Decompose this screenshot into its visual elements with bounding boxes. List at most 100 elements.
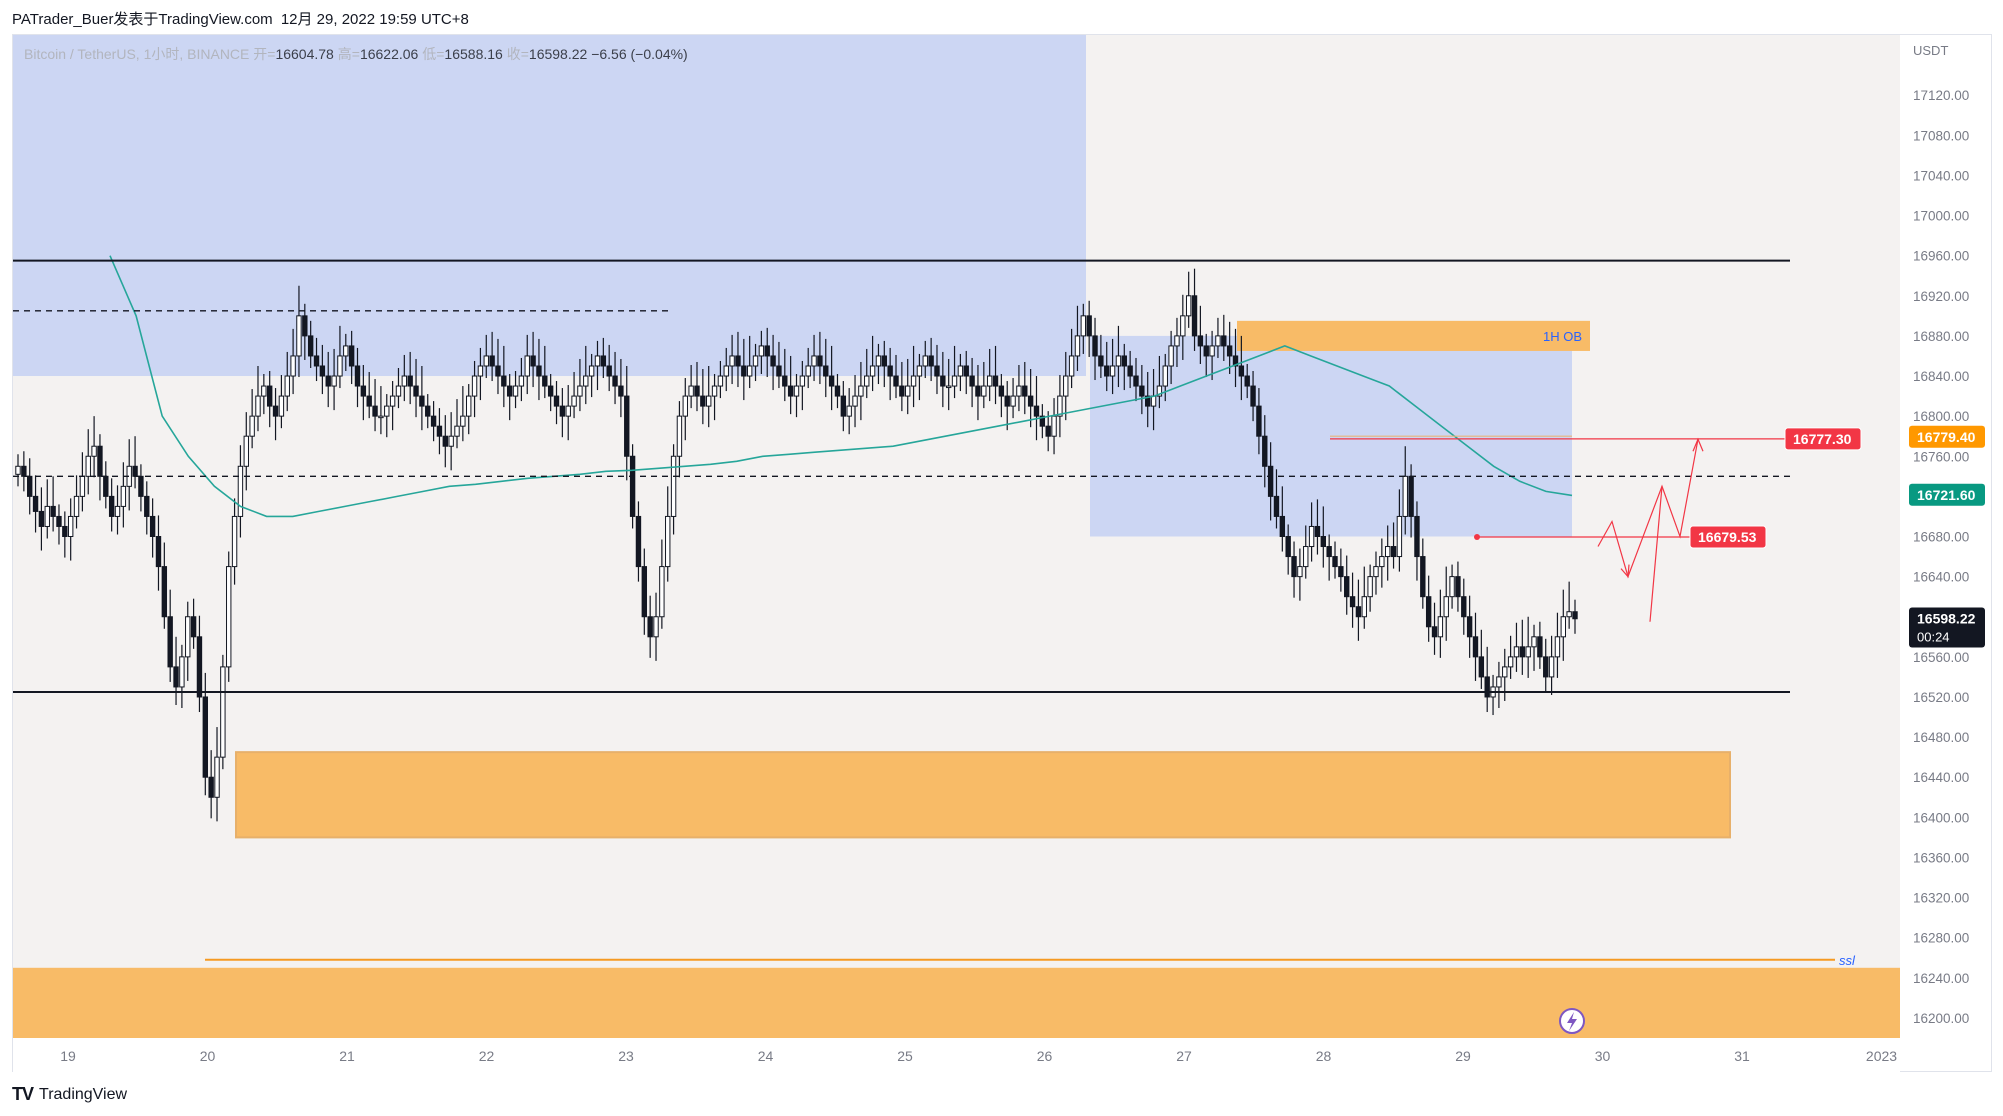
candle-body [1384,546,1391,558]
mid-point [1474,533,1480,540]
y-tick-label: 17080.00 [1913,128,1969,143]
x-tick-label: 25 [897,1048,913,1064]
candle-body [741,365,747,377]
candle-body [173,666,179,688]
candle-body [1045,425,1051,437]
candle-body [846,405,852,417]
candle-body [138,475,144,497]
candle-body [852,395,858,407]
candle-body [407,375,413,387]
candle-body [62,525,68,537]
candle-body [811,355,817,367]
legend-close-label: 收= [506,46,529,62]
legend-open: 16604.78 [275,46,334,62]
candle-body [243,435,249,467]
candle-body [1185,295,1192,317]
zone-blue-left [13,35,1086,377]
candle-body [208,776,214,798]
candle-body [448,435,454,447]
candle-body [840,395,847,417]
y-tick-label: 16640.00 [1913,570,1969,585]
candle-body [787,385,794,397]
candle-body [1361,596,1367,618]
y-tick-label: 16280.00 [1913,931,1969,946]
candle-body [881,355,888,367]
candle-body [1203,345,1209,357]
candle-body [196,636,203,698]
candle-body [799,375,806,387]
candle-body [27,475,33,497]
legend-low-label: 低= [422,46,445,62]
y-tick-label: 16840.00 [1913,369,1969,384]
candle-body [577,385,583,397]
ma-axis-label: 16721.60 [1917,487,1976,503]
candle-body [1022,385,1028,397]
target-label: 16777.30 [1793,431,1852,447]
y-tick-label: 16800.00 [1913,409,1969,424]
candle-body [1390,546,1397,558]
y-tick-label: 17000.00 [1913,209,1969,224]
candle-body [413,385,419,397]
x-tick-label: 22 [479,1048,495,1064]
candle-body [1408,475,1414,517]
candle-body [1502,666,1508,678]
candle-body [793,385,800,397]
candle-body [518,375,525,387]
candle-body [21,465,27,477]
target-label-bg [1784,427,1862,451]
candle-body [1425,596,1432,628]
mid-label: 16679.53 [1698,529,1757,545]
candle-body [1098,355,1104,367]
candle-body [161,566,168,618]
mid-label-bg [1689,525,1767,549]
candle-body [73,495,80,517]
candle-body [770,355,776,367]
candle-body [1291,556,1297,578]
level-label-ssl: ssl [1839,953,1856,968]
y-tick-label: 16880.00 [1913,329,1969,344]
candle-body [1244,375,1250,387]
candle-body [1349,596,1356,608]
candle-body [1209,345,1215,357]
candle-body [834,385,841,397]
candle-body [1338,566,1344,578]
candle-body [1320,536,1327,548]
candle-body [1402,475,1408,517]
candle-body [1057,395,1063,417]
candle-body [378,415,384,419]
candle-body [1121,355,1127,367]
candle-body [1572,611,1578,620]
x-tick-label: 19 [60,1048,76,1064]
candle-body [249,415,255,437]
candle-body [1443,596,1449,618]
candle-body [255,395,261,417]
candle-body [307,335,314,357]
candle-body [325,375,331,387]
candle-body [1431,626,1438,638]
candle-body [190,616,197,638]
candle-body [1262,435,1268,467]
candle-body [705,395,712,407]
candle-body [1355,606,1362,618]
x-tick-label: 26 [1037,1048,1053,1064]
candle-body [629,455,636,517]
candle-body [1472,636,1479,658]
candle-body [922,355,928,367]
candle-body [957,365,964,377]
author-text: PATrader_Buer发表于TradingView.com [12,11,273,28]
candle-body [290,355,296,377]
candle-body [360,385,367,397]
candle-body [547,385,554,397]
x-tick-label: 28 [1316,1048,1332,1064]
header-bar: PATrader_Buer发表于TradingView.com 12月 29, … [12,8,473,29]
candle-body [114,505,121,517]
footer-brand[interactable]: TradingView [39,1085,128,1103]
y-tick-label: 16680.00 [1913,530,1969,545]
candle-body [483,355,489,367]
candle-body [1267,465,1274,497]
date-text: 12月 29, 2022 19:59 UTC+8 [280,11,469,28]
legend-high-label: 高= [337,46,360,62]
x-tick-label: 29 [1455,1048,1471,1064]
y-tick-label: 16320.00 [1913,891,1969,906]
